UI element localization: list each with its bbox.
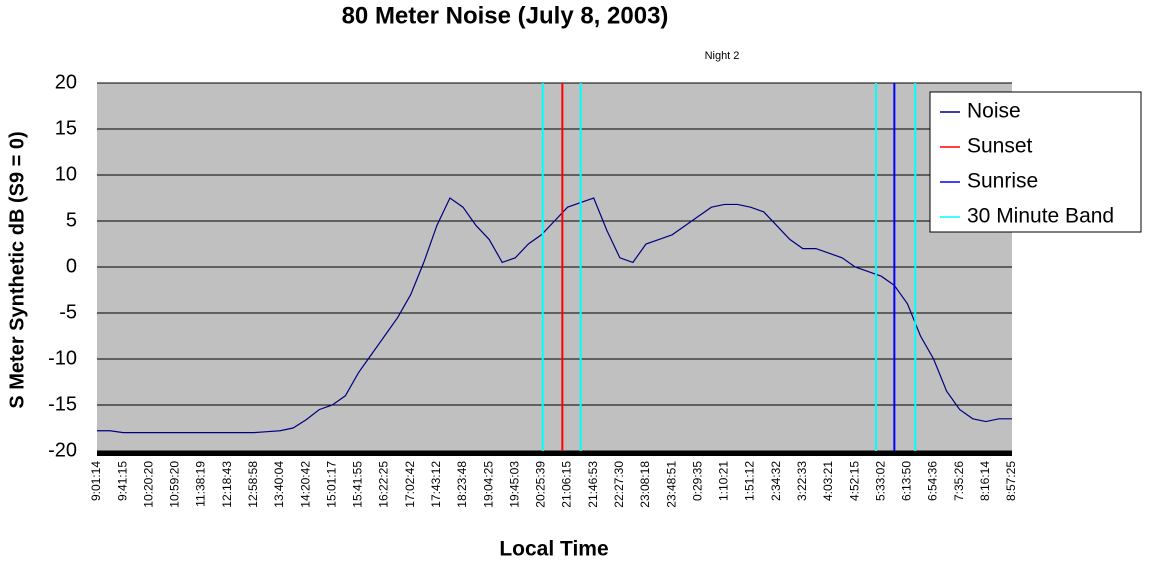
x-tick-label: 16:22:25 bbox=[377, 461, 391, 508]
y-tick-label: 10 bbox=[55, 163, 77, 185]
x-tick-label: 15:01:17 bbox=[324, 461, 338, 508]
legend-label: 30 Minute Band bbox=[967, 205, 1114, 228]
marks bbox=[97, 83, 1012, 451]
x-tick-label: 12:18:43 bbox=[220, 461, 234, 508]
legend: Noise Sunset Sunrise 30 Minute Band bbox=[929, 91, 1142, 233]
x-tick-label: 21:06:15 bbox=[560, 461, 574, 508]
x-tick-label: 19:45:03 bbox=[507, 461, 521, 508]
x-tick-label: 8:16:14 bbox=[978, 461, 992, 501]
x-tick-label: 23:48:51 bbox=[664, 461, 678, 508]
y-tick-label: -15 bbox=[48, 393, 77, 415]
y-tick-label: -10 bbox=[48, 347, 77, 369]
x-tick-label: 17:02:42 bbox=[403, 461, 417, 508]
x-tick-label: 15:41:55 bbox=[351, 461, 365, 508]
x-axis-bar bbox=[97, 451, 1012, 456]
legend-label: Noise bbox=[967, 100, 1021, 123]
x-tick-label: 3:22:33 bbox=[795, 461, 809, 501]
x-tick-label: 5:33:02 bbox=[873, 461, 887, 501]
x-tick-label: 10:59:20 bbox=[168, 461, 182, 508]
y-tick-label: 5 bbox=[66, 209, 77, 231]
legend-box bbox=[929, 91, 1142, 233]
legend-label: Sunset bbox=[967, 135, 1033, 158]
x-tick-label: 14:20:42 bbox=[298, 461, 312, 508]
x-tick-label: 20:25:39 bbox=[534, 461, 548, 508]
noise-line bbox=[97, 197, 1012, 434]
y-tick-label: -20 bbox=[48, 439, 77, 461]
x-tick-label: 9:01:14 bbox=[89, 461, 103, 501]
y-tick-label: 0 bbox=[66, 255, 77, 277]
x-tick-label: 2:34:32 bbox=[769, 461, 783, 501]
y-tick-label: 20 bbox=[55, 71, 77, 93]
x-tick-label: 7:35:26 bbox=[952, 461, 966, 501]
x-tick-label: 4:52:15 bbox=[847, 461, 861, 501]
x-tick-label: 4:03:21 bbox=[821, 461, 835, 501]
x-tick-label: 13:40:04 bbox=[272, 461, 286, 508]
x-tick-label: 6:54:36 bbox=[926, 461, 940, 501]
x-tick-label: 6:13:50 bbox=[900, 461, 914, 501]
chart-title: 80 Meter Noise (July 8, 2003) bbox=[342, 2, 669, 29]
x-tick-label: 0:29:35 bbox=[690, 461, 704, 501]
x-tick-label: 11:38:19 bbox=[194, 461, 208, 507]
x-tick-label: 18:23:48 bbox=[455, 461, 469, 508]
x-tick-label: 23:08:18 bbox=[638, 461, 652, 508]
x-tick-label: 21:46:53 bbox=[586, 461, 600, 508]
y-axis-label: S Meter Synthetic dB (S9 = 0) bbox=[6, 131, 28, 408]
x-tick-label: 22:27:30 bbox=[612, 461, 626, 508]
chart-subtitle: Night 2 bbox=[705, 50, 740, 62]
x-tick-label: 9:41:15 bbox=[115, 461, 129, 501]
x-tick-label: 8:57:25 bbox=[1004, 461, 1018, 501]
x-tick-label: 1:51:12 bbox=[743, 461, 757, 501]
y-tick-label: 15 bbox=[55, 117, 77, 139]
y-tick-label: -5 bbox=[59, 301, 77, 323]
x-tick-label: 12:58:58 bbox=[246, 461, 260, 508]
x-axis-label: Local Time bbox=[499, 538, 608, 561]
legend-label: Sunrise bbox=[967, 170, 1038, 193]
x-tick-label: 17:43:12 bbox=[429, 461, 443, 508]
x-tick-label: 10:20:20 bbox=[141, 461, 155, 508]
x-tick-label: 1:10:21 bbox=[717, 461, 731, 501]
x-tick-label: 19:04:25 bbox=[481, 461, 495, 508]
